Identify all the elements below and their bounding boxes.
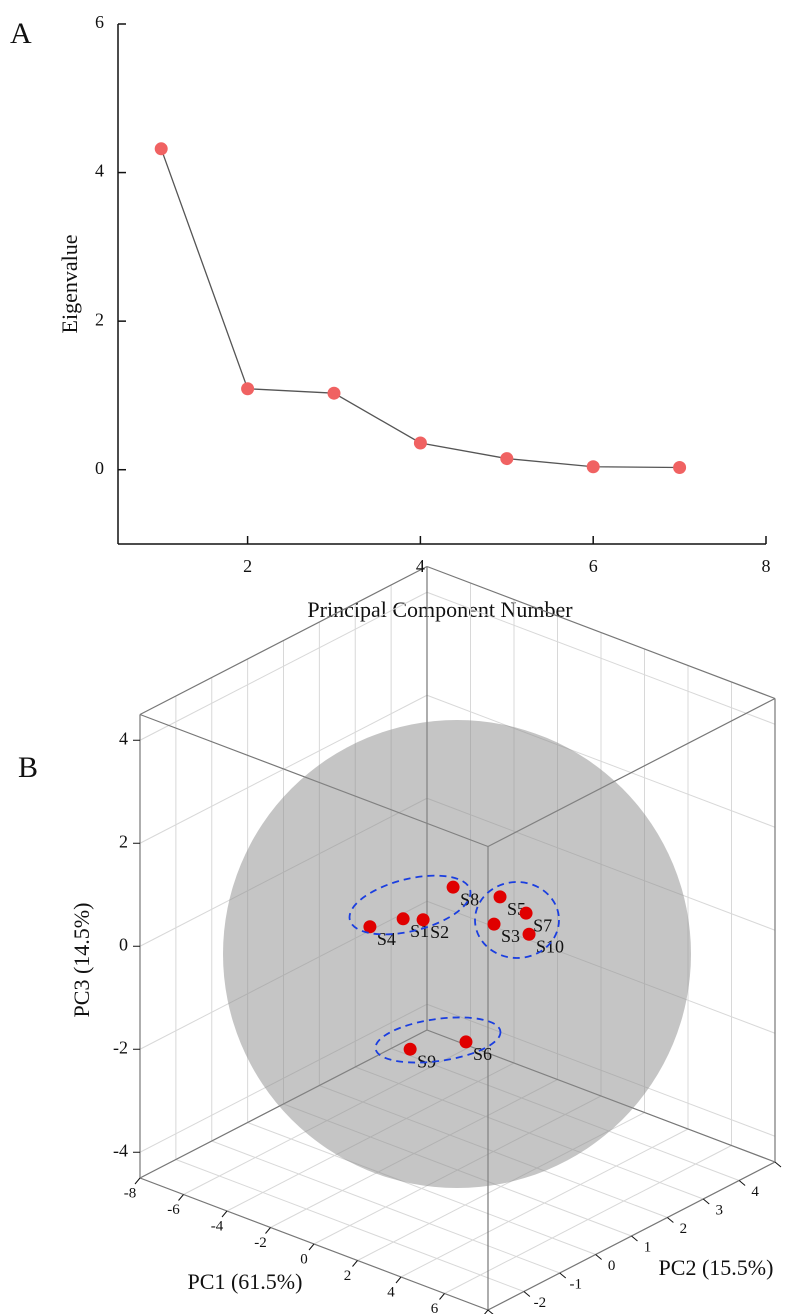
x-tick-label: 6 [431,1301,439,1314]
y-tick-label: 0 [95,458,104,478]
x-tick-label: 2 [344,1268,352,1284]
point-label: S10 [536,936,564,956]
point [522,927,536,941]
grid-line [139,591,428,741]
grid-line [426,694,776,828]
x-tick-label: -2 [254,1235,267,1251]
x-tick [308,1243,315,1251]
y-tick [523,1291,531,1297]
y-tick [595,1254,602,1260]
x-tick-label: -4 [211,1218,224,1234]
point [413,436,427,450]
z-tick-label: 4 [119,728,128,748]
y-tick-label: 4 [95,161,104,181]
point [459,1035,473,1049]
y-tick-label: 6 [95,12,104,32]
point [519,906,533,920]
x-tick-label: 4 [416,556,425,576]
grid-line [175,1159,525,1292]
x-tick [265,1227,271,1234]
confidence-sphere [223,720,691,1188]
y-tick [667,1217,674,1223]
point-label: S7 [533,915,552,935]
x-axis-title: Principal Component Number [307,597,573,622]
z-tick-label: 2 [119,831,128,851]
y-axis-title: PC2 (15.5%) [659,1255,774,1280]
point-label: S3 [501,926,520,946]
point-label: S2 [430,922,449,942]
y-tick [487,1309,494,1314]
y-tick [702,1198,710,1205]
y-tick-label: 2 [680,1221,688,1237]
point [487,917,501,931]
point [416,913,430,927]
point [154,142,168,156]
panel-label: B [18,751,38,784]
y-tick-label: 3 [716,1202,724,1218]
x-tick-label: 8 [762,556,771,576]
point [493,890,507,904]
point-label: S4 [377,929,396,949]
grid-line [211,1140,560,1274]
point [327,386,341,400]
group-ellipse [348,874,472,936]
point-label: S6 [473,1044,492,1064]
y-tick [774,1161,782,1168]
point [363,920,377,934]
y-axis-title: Eigenvalue [57,235,82,334]
x-tick-label: -6 [167,1202,180,1218]
y-tick-label: 0 [608,1258,616,1274]
line [160,148,680,469]
panel-label: A [10,17,32,50]
x-axis-title: PC1 (61.5%) [188,1269,303,1294]
z-tick-label: -4 [113,1140,128,1160]
grid-line [426,591,776,725]
y-tick-label: 4 [751,1184,759,1200]
x-tick-label: 4 [387,1284,395,1300]
point [396,912,410,926]
x-tick [352,1260,358,1267]
x-tick [134,1177,141,1185]
point [500,452,514,466]
x-tick [395,1276,402,1284]
y-tick-label: -2 [534,1295,547,1311]
x-tick [221,1210,228,1218]
point [403,1042,417,1056]
grid-line [247,1122,596,1255]
point [673,460,687,474]
point [241,382,255,396]
y-tick-label: 2 [95,309,104,329]
z-tick-label: -2 [113,1037,128,1057]
z-tick-label: 0 [119,934,128,954]
point [586,460,600,474]
x-tick-label: 6 [589,556,598,576]
group-ellipse [374,1016,502,1064]
x-tick-label: -8 [124,1185,137,1201]
y-tick [738,1180,746,1186]
x-tick [484,1309,489,1314]
box-edge [426,565,776,700]
y-tick-label: 1 [644,1239,652,1255]
y-tick [559,1272,567,1279]
group-ellipse [474,881,560,959]
x-tick [439,1293,445,1300]
y-tick-label: -1 [570,1276,583,1292]
x-tick-label: 2 [243,556,252,576]
point-label: S9 [417,1051,436,1071]
z-axis-title: PC3 (14.5%) [69,903,94,1018]
y-tick [631,1235,638,1242]
x-tick [178,1194,184,1201]
x-tick-label: 0 [300,1251,308,1267]
point [446,880,460,894]
box-edge [139,565,428,716]
